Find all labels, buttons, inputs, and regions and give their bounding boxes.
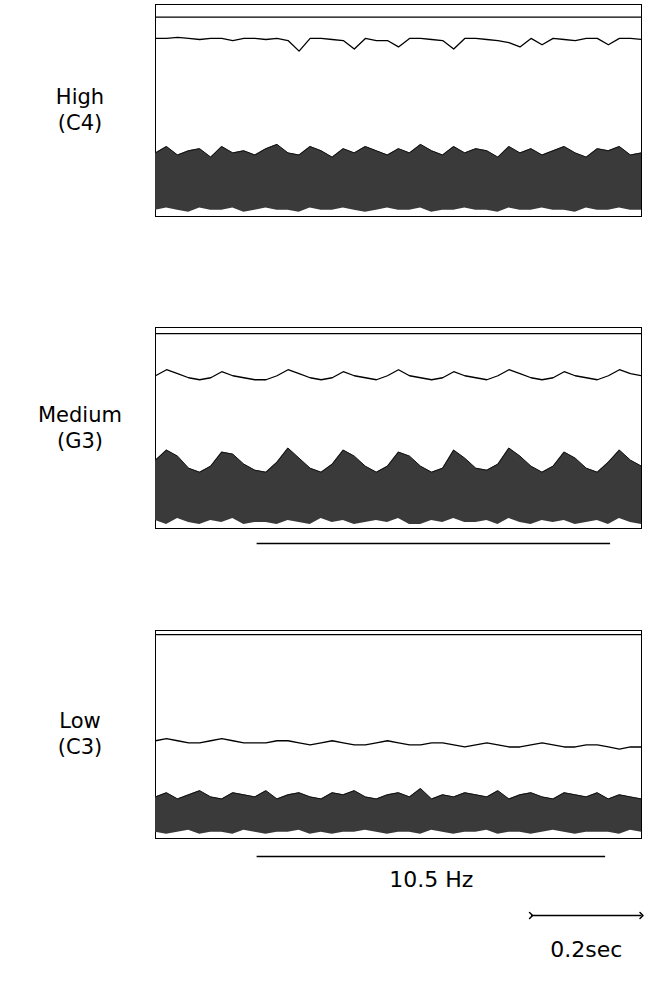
html-text:(C3): (C3): [57, 735, 103, 759]
html-text:(G3): (G3): [57, 428, 103, 453]
svg-text:0.2sec: 0.2sec: [550, 937, 622, 962]
html-text:Medium: Medium: [38, 402, 122, 427]
html-text:High: High: [55, 85, 105, 109]
html-text:Low: Low: [59, 709, 101, 733]
svg-text:10.5 Hz: 10.5 Hz: [389, 867, 473, 892]
html-text:(C4): (C4): [57, 111, 103, 135]
